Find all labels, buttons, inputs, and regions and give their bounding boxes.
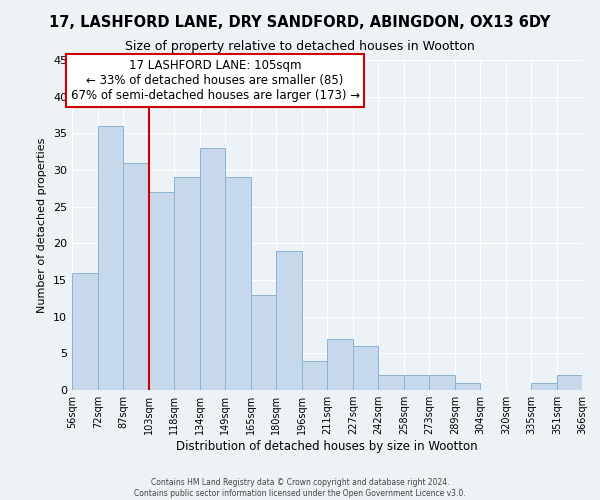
- Text: Size of property relative to detached houses in Wootton: Size of property relative to detached ho…: [125, 40, 475, 53]
- Y-axis label: Number of detached properties: Number of detached properties: [37, 138, 47, 312]
- Bar: [72, 272, 98, 390]
- Bar: [276, 250, 302, 390]
- Bar: [429, 376, 455, 390]
- Bar: [404, 376, 429, 390]
- Bar: [200, 148, 225, 390]
- Bar: [149, 192, 174, 390]
- Bar: [557, 376, 582, 390]
- Text: Contains HM Land Registry data © Crown copyright and database right 2024.
Contai: Contains HM Land Registry data © Crown c…: [134, 478, 466, 498]
- Bar: [123, 162, 149, 390]
- Bar: [353, 346, 378, 390]
- Text: 17, LASHFORD LANE, DRY SANDFORD, ABINGDON, OX13 6DY: 17, LASHFORD LANE, DRY SANDFORD, ABINGDO…: [49, 15, 551, 30]
- Bar: [98, 126, 123, 390]
- Bar: [327, 338, 353, 390]
- X-axis label: Distribution of detached houses by size in Wootton: Distribution of detached houses by size …: [176, 440, 478, 453]
- Bar: [302, 360, 327, 390]
- Bar: [455, 382, 480, 390]
- Text: 17 LASHFORD LANE: 105sqm
← 33% of detached houses are smaller (85)
67% of semi-d: 17 LASHFORD LANE: 105sqm ← 33% of detach…: [71, 59, 359, 102]
- Bar: [174, 178, 200, 390]
- Bar: [225, 178, 251, 390]
- Bar: [251, 294, 276, 390]
- Bar: [378, 376, 404, 390]
- Bar: [531, 382, 557, 390]
